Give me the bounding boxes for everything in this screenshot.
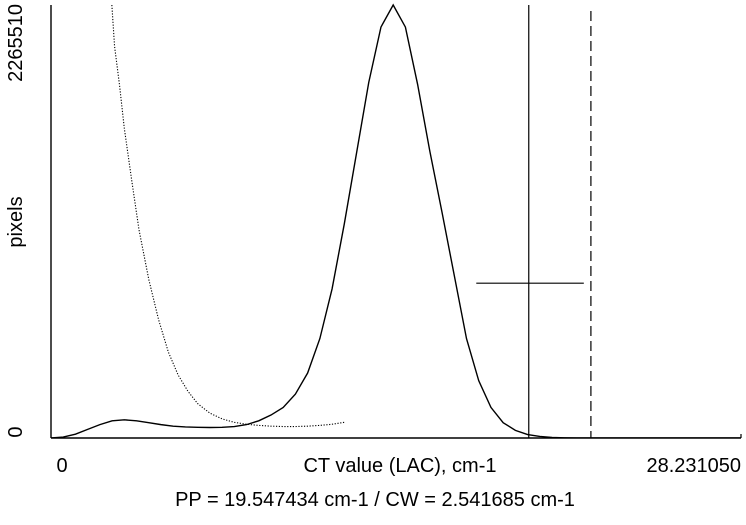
cumulative-dotted-line [111,4,345,428]
y-axis-label: pixels [5,196,27,247]
histogram-line [51,3,741,438]
x-axis-label: CT value (LAC), cm-1 [303,455,496,477]
y-tick-label-min: 0 [5,426,27,437]
y-tick-label-max: 2265510 [5,4,27,82]
summary-text: PP = 19.547434 cm-1 / CW = 2.541685 cm-1 [175,489,575,511]
x-tick-label-min: 0 [56,455,67,477]
x-tick-label-max: 28.231050 [646,455,741,477]
